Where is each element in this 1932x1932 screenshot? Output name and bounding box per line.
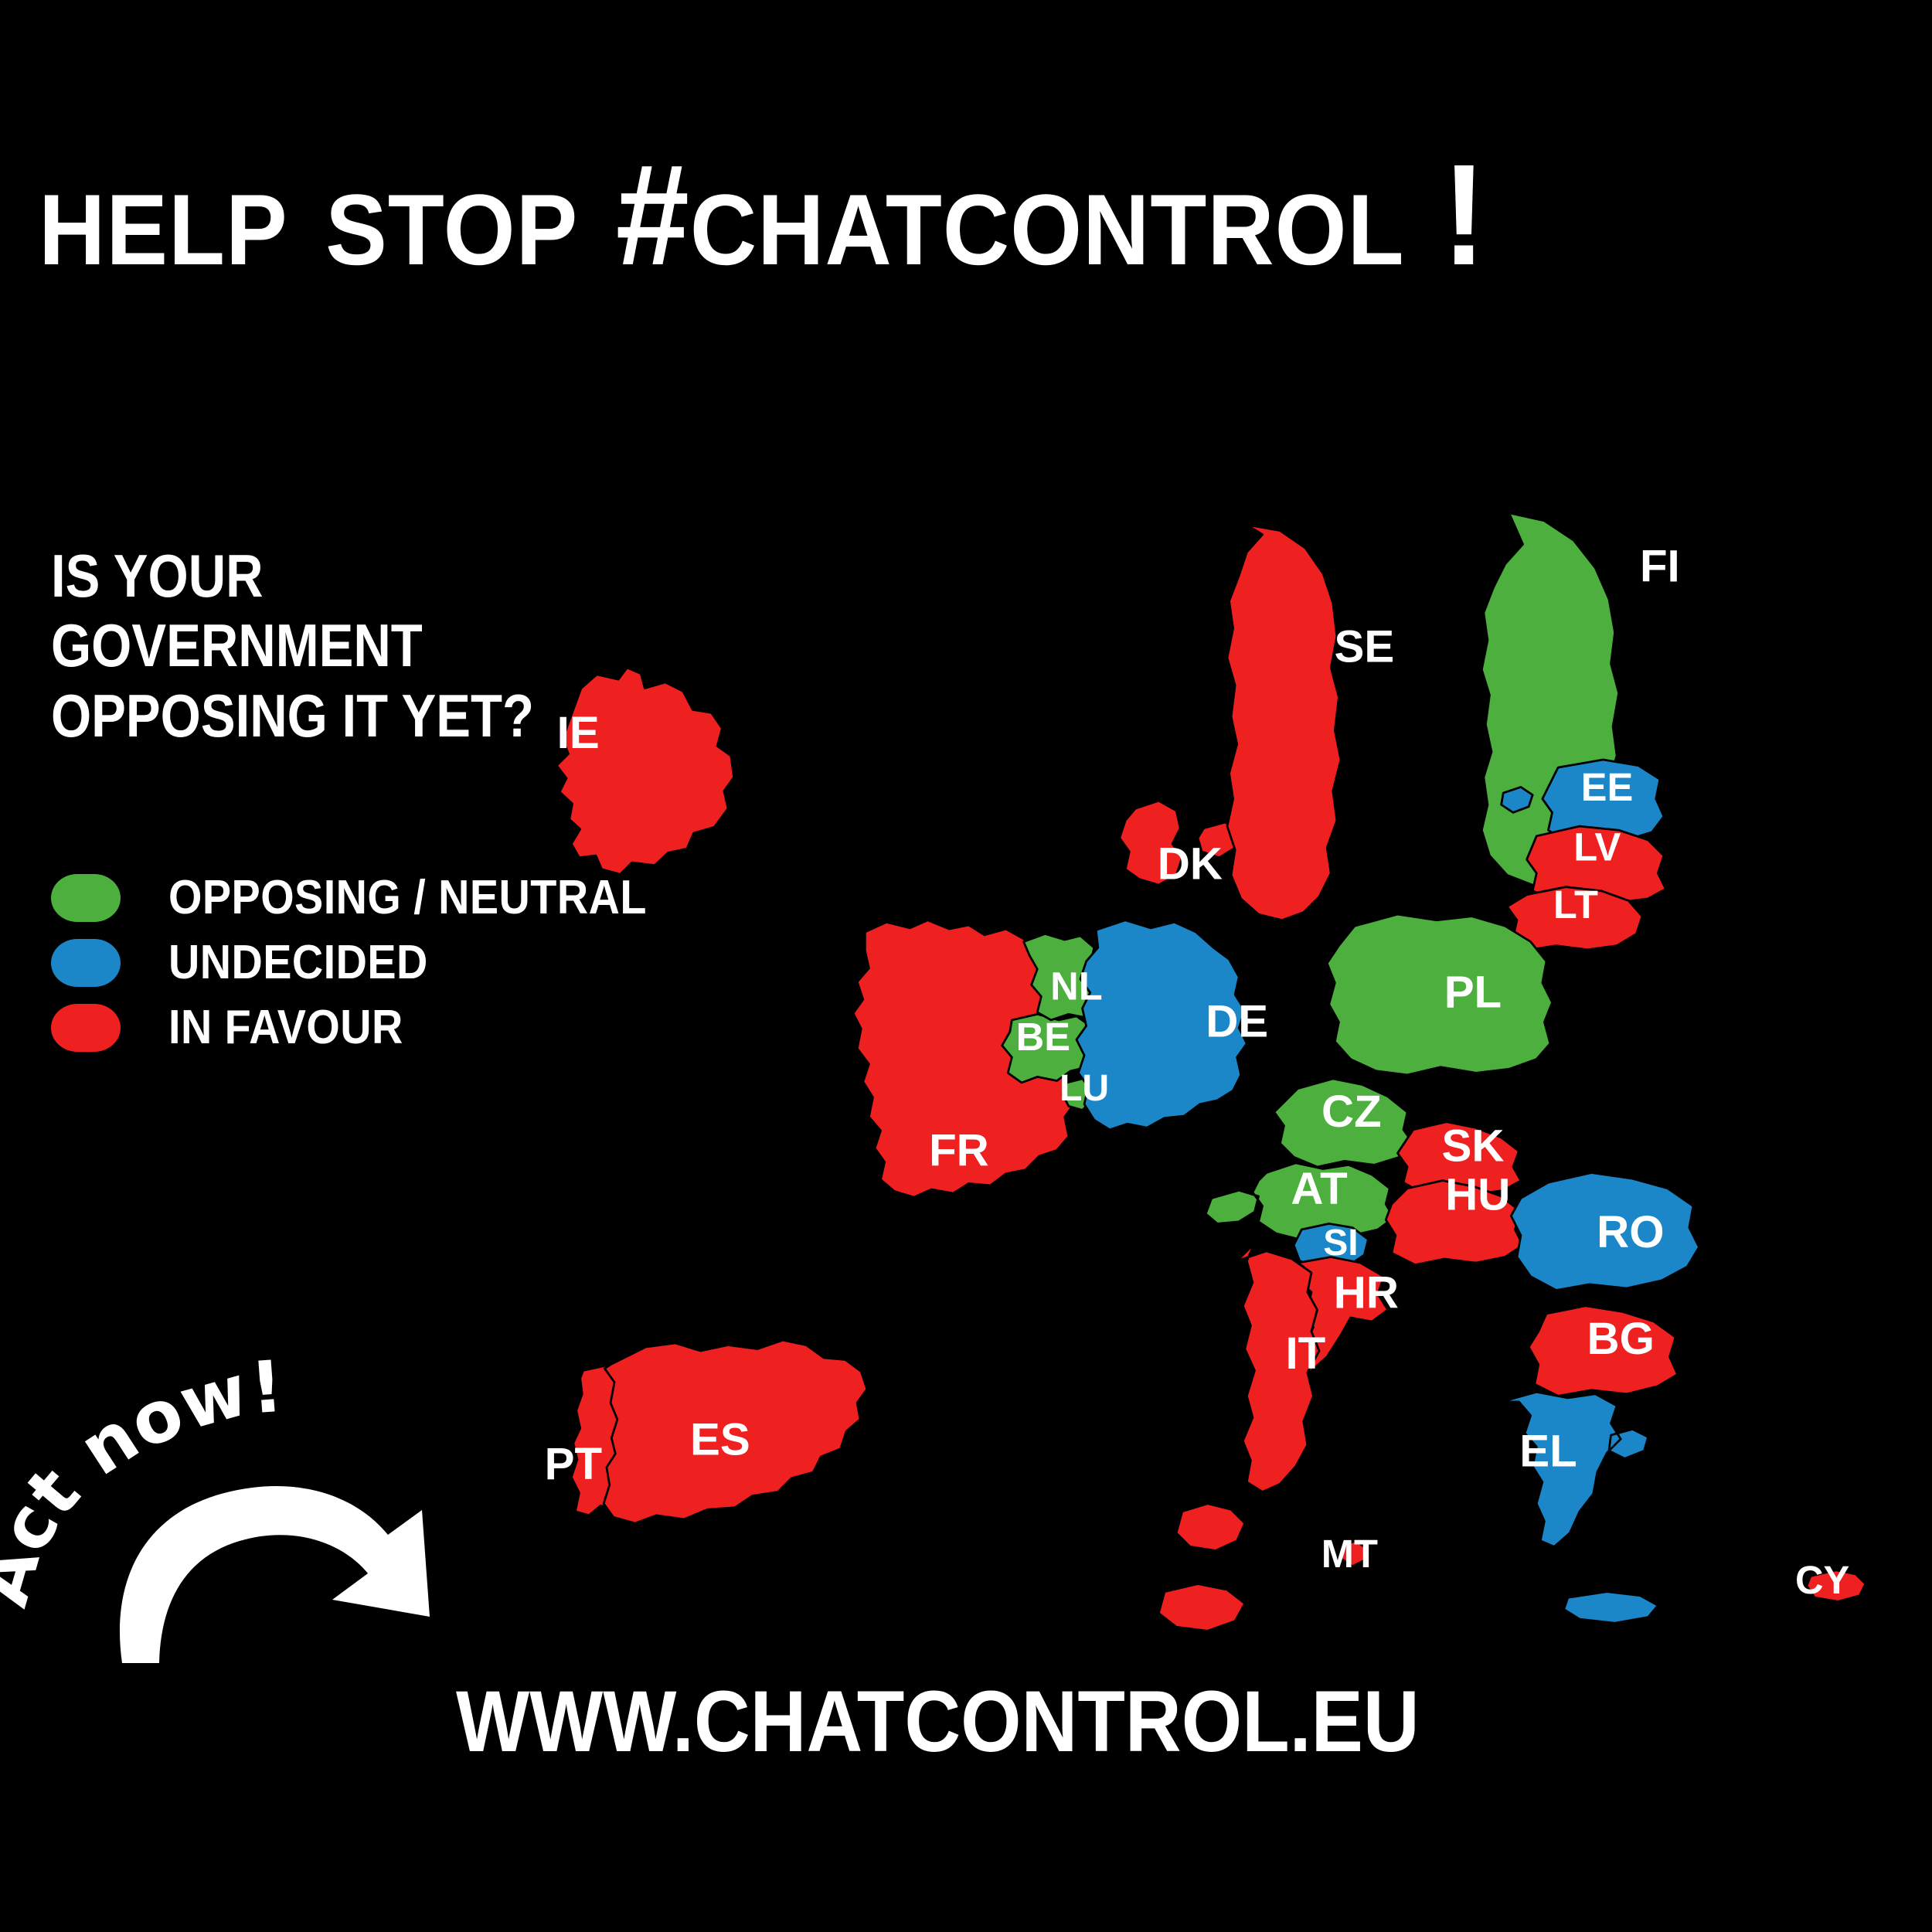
map-label-hr: HR [1334,1267,1399,1318]
map-label-nl: NL [1050,964,1103,1008]
map-label-lv: LV [1573,825,1621,869]
map-label-pl: PL [1444,967,1502,1017]
map-country-lt[interactable] [1505,886,1644,951]
map-label-el: EL [1519,1427,1577,1477]
legend: Opposing / Neutral Undecided In favour [51,870,700,1065]
legend-label-opposing: Opposing / Neutral [168,871,647,924]
map-label-ie: IE [557,708,600,758]
page-title: Help Stop #ChatControl ! [39,135,1487,295]
question-line-2: government [51,611,423,680]
map-country-cz[interactable] [1273,1077,1415,1168]
map-country-hr[interactable] [1294,1256,1389,1374]
map-label-mt: MT [1321,1532,1378,1576]
europe-map-svg: IE PT ES FR BE NL LU DE DK SE FI EE LV LT PL CZ SK AT HU SI… [545,512,1867,1632]
map-label-es: ES [690,1414,750,1464]
legend-item-opposing: Opposing / Neutral [51,870,700,926]
map-label-pt: PT [545,1439,602,1489]
map-label-hu: HU [1445,1170,1510,1220]
map-label-be: BE [1016,1015,1070,1059]
question-line-3: opposing it yet? [51,681,534,750]
map-country-ro[interactable] [1509,1172,1700,1291]
map-country-ie[interactable] [555,666,735,876]
map-label-de: DE [1206,996,1268,1046]
europe-map: IE PT ES FR BE NL LU DE DK SE FI EE LV LT PL CZ SK AT HU SI… [464,402,1932,1793]
map-country-se[interactable] [1226,523,1342,922]
legend-item-undecided: Undecided [51,935,700,991]
question-block: Is your government opposing it yet? [51,541,534,750]
map-country-pl[interactable] [1325,913,1553,1077]
map-label-at: AT [1291,1164,1347,1214]
map-country-el[interactable] [1500,1390,1659,1624]
legend-label-in-favour: In favour [168,1001,403,1054]
legend-swatch-green [51,874,121,922]
map-country-cy[interactable] [1805,1569,1867,1603]
map-label-lt: LT [1553,883,1598,927]
map-label-cz: CZ [1321,1087,1382,1137]
act-now-graphic: Act now! [0,1345,430,1663]
map-country-at[interactable] [1204,1162,1395,1241]
map-label-cy: CY [1795,1558,1849,1602]
map-country-hu[interactable] [1384,1179,1524,1266]
map-country-de[interactable] [1075,919,1248,1131]
call-to-action: Act now! [0,1345,487,1669]
legend-swatch-blue [51,939,121,987]
map-label-dk: DK [1158,839,1223,889]
legend-label-undecided: Undecided [168,936,428,989]
map-country-sk[interactable] [1396,1121,1522,1196]
curved-arrow-icon [119,1485,430,1663]
map-country-it[interactable] [1157,1242,1321,1632]
map-country-lv[interactable] [1526,825,1667,904]
map-country-mt[interactable] [1339,1539,1368,1568]
map-label-ee: EE [1581,765,1634,809]
question-line-1: Is your [51,542,264,610]
map-label-it: IT [1285,1328,1325,1379]
map-label-fr: FR [929,1126,989,1176]
map-country-es[interactable] [602,1338,869,1525]
map-label-si: SI [1323,1222,1358,1264]
map-label-fi: FI [1640,541,1680,591]
map-country-fr[interactable] [852,919,1076,1199]
map-label-se: SE [1334,621,1394,672]
legend-item-in-favour: In favour [51,1000,700,1056]
map-label-lu: LU [1060,1067,1109,1109]
map-label-sk: SK [1441,1121,1504,1171]
map-country-bg[interactable] [1527,1304,1679,1397]
map-label-ro: RO [1597,1207,1664,1257]
map-country-be[interactable] [1001,1012,1097,1084]
map-label-bg: BG [1587,1314,1655,1364]
website-url: www.chatcontrol.eu [456,1673,1420,1770]
legend-swatch-red [51,1004,121,1052]
